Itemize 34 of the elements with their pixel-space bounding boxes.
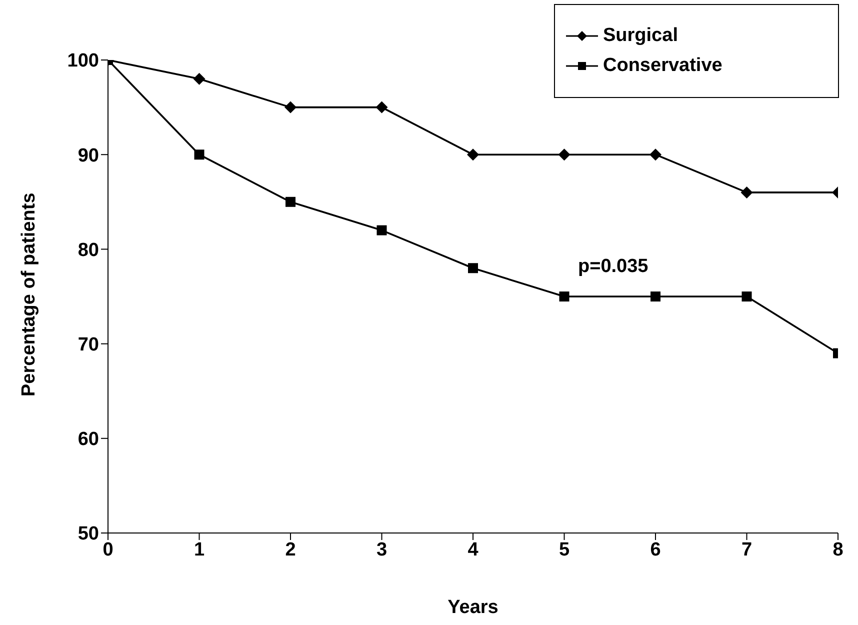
y-tick-label: 90 <box>78 145 99 166</box>
legend-label: Conservative <box>603 55 722 77</box>
point <box>468 263 478 274</box>
point <box>193 72 206 85</box>
point <box>559 292 570 302</box>
x-tick-label: 8 <box>832 539 844 560</box>
y-tick-label: 100 <box>67 50 99 72</box>
legend-label: Surgical <box>603 25 678 47</box>
x-tick-label: 3 <box>376 539 388 560</box>
y-axis-title: Percentage of patients <box>18 192 40 396</box>
point <box>650 148 662 161</box>
x-tick-label: 6 <box>650 539 661 560</box>
y-tick-label: 70 <box>78 334 99 356</box>
point <box>284 101 296 114</box>
annotation: p=0.035 <box>578 256 648 278</box>
point <box>194 150 204 160</box>
x-tick-label: 1 <box>194 539 205 560</box>
point <box>376 101 388 114</box>
y-tick-label: 60 <box>78 429 99 450</box>
point <box>742 292 752 302</box>
point <box>740 186 753 198</box>
point <box>286 196 296 207</box>
point <box>467 148 479 161</box>
x-tick-label: 2 <box>285 539 296 560</box>
y-tick-label: 80 <box>78 240 99 261</box>
x-axis-title: Years <box>448 597 498 618</box>
point <box>650 292 660 302</box>
x-tick-label: 0 <box>102 539 114 560</box>
point <box>558 148 570 161</box>
y-tick-label: 50 <box>78 524 99 545</box>
x-tick-label: 5 <box>558 539 570 560</box>
x-tick-label: 7 <box>741 539 752 560</box>
point <box>376 225 387 236</box>
x-tick-label: 4 <box>468 539 479 560</box>
